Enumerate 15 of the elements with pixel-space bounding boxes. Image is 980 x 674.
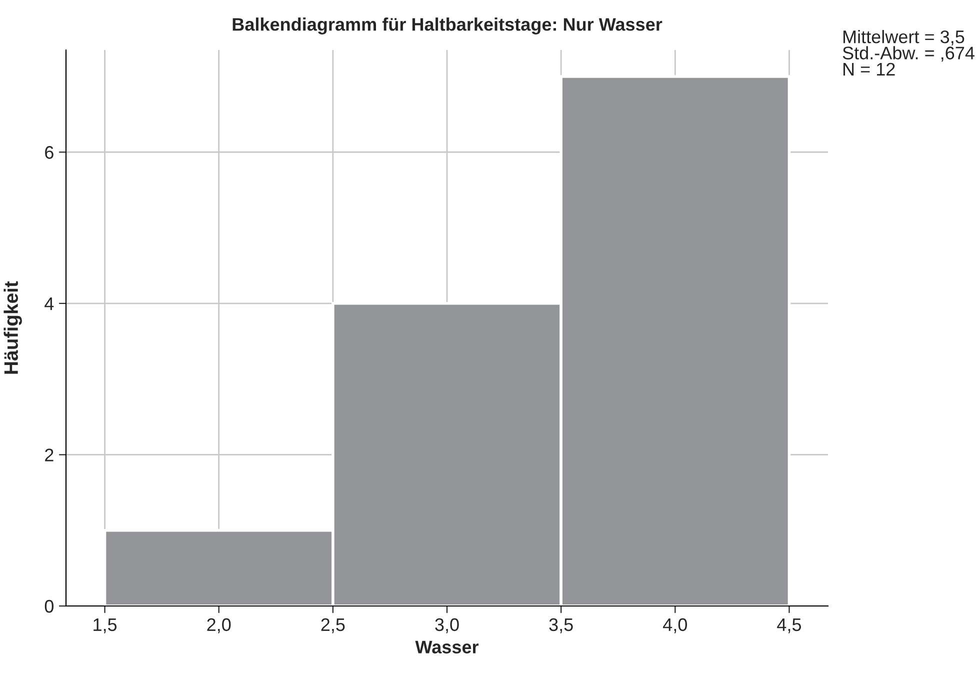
- x-tick-label: 2,5: [321, 618, 345, 634]
- x-tick-label: 3,0: [435, 618, 459, 634]
- y-tick-label: 2: [45, 448, 54, 462]
- y-tick-label: 4: [44, 298, 54, 310]
- x-tick-label: 1,5: [94, 618, 117, 634]
- y-tick-label: 6: [45, 146, 54, 159]
- x-tick-label: 2,0: [207, 618, 231, 634]
- x-axis-title: Wasser: [415, 640, 479, 654]
- y-axis-title: Häufigkeit: [4, 281, 22, 374]
- y-tick-label: 0: [44, 600, 54, 613]
- x-tick-label: 4,5: [777, 618, 802, 634]
- text: Mittelwert = 3,5 Std.-Abw. = ,674 N = 12: [842, 30, 974, 76]
- chart-title: Balkendiagramm für Haltbarkeitstage: Nur Wasser: [232, 18, 662, 34]
- x-tick-label: 4,0: [663, 618, 687, 634]
- x-tick-label: 3,5: [549, 618, 573, 634]
